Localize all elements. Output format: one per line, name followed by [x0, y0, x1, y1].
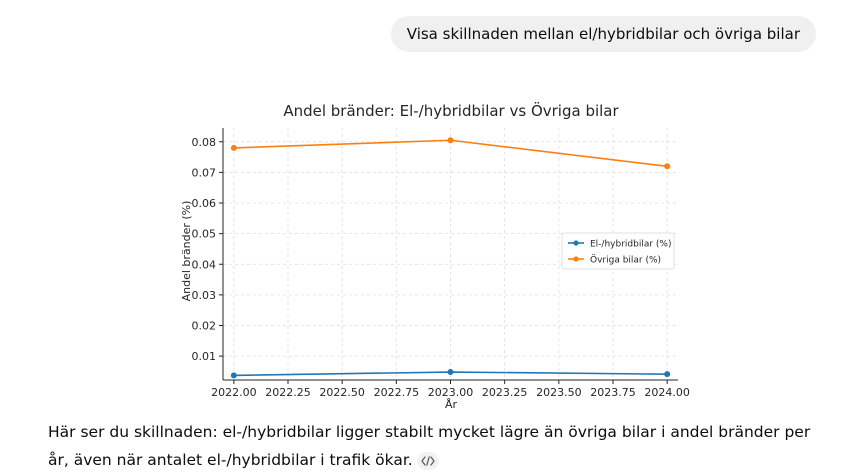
series-point — [664, 371, 671, 378]
series-point — [230, 372, 237, 379]
x-tick-label: 2023.75 — [590, 386, 636, 399]
series-point — [447, 137, 454, 144]
y-tick-label: 0.04 — [192, 258, 217, 271]
x-tick-label: 2022.75 — [374, 386, 420, 399]
x-tick-label: 2023.00 — [428, 386, 474, 399]
x-tick-label: 2024.00 — [644, 386, 690, 399]
x-tick-label: 2022.50 — [319, 386, 365, 399]
series-point — [230, 144, 237, 151]
x-tick-label: 2023.50 — [536, 386, 582, 399]
y-tick-label: 0.07 — [192, 166, 217, 179]
chart-title: Andel bränder: El-/hybridbilar vs Övriga… — [283, 101, 619, 120]
x-tick-label: 2022.25 — [265, 386, 311, 399]
legend-marker — [573, 240, 579, 246]
axes: 2022.00 2022.25 2022.50 2022.75 2023.00 2023.… — [192, 128, 690, 399]
y-tick-label: 0.01 — [192, 350, 217, 363]
legend-label: Övriga bilar (%) — [590, 255, 661, 266]
user-message-text: Visa skillnaden mellan el/hybridbilar oc… — [406, 25, 800, 43]
assistant-reply-text: Här ser du skillnaden: el-/hybridbilar l… — [48, 423, 811, 469]
user-message-bubble: Visa skillnaden mellan el/hybridbilar oc… — [390, 16, 816, 52]
legend-box — [561, 232, 675, 270]
line-chart: 2022.00 2022.25 2022.50 2022.75 2023.00 2023.… — [180, 101, 690, 411]
chart-image[interactable]: 2022.00 2022.25 2022.50 2022.75 2023.00 2023.… — [178, 96, 690, 414]
x-axis-label: År — [445, 398, 458, 411]
y-axis-label: Andel bränder (%) — [180, 201, 193, 302]
y-tick-label: 0.03 — [192, 289, 217, 302]
y-tick-label: 0.02 — [192, 319, 217, 332]
x-tick-label: 2023.25 — [482, 386, 527, 399]
legend-label: El-/hybridbilar (%) — [590, 240, 672, 250]
series-point — [664, 163, 671, 170]
series-point — [447, 369, 454, 376]
x-tick-label: 2022.00 — [211, 386, 257, 399]
legend: El-/hybridbilar (%) Övriga bilar (%) — [561, 232, 675, 270]
series-lines — [230, 137, 671, 379]
y-tick-label: 0.08 — [192, 136, 217, 149]
y-tick-label: 0.06 — [192, 197, 217, 210]
y-tick-label: 0.05 — [192, 228, 217, 241]
legend-marker — [573, 256, 579, 262]
code-brackets-icon[interactable] — [416, 451, 439, 470]
assistant-reply: Här ser du skillnaden: el-/hybridbilar l… — [48, 418, 818, 473]
